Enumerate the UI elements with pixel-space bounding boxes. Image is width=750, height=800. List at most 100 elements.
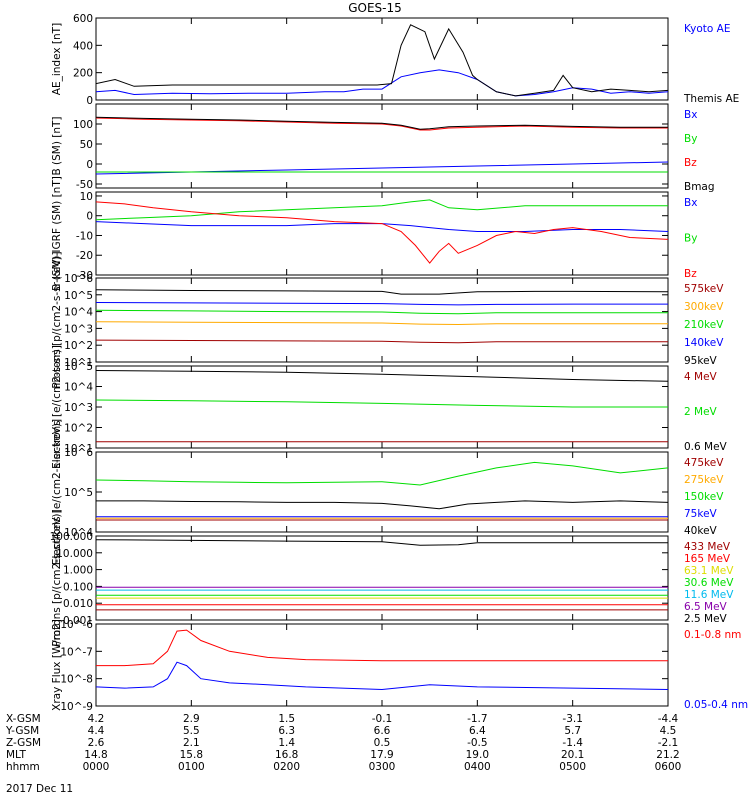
ephemeris-value: 15.8 — [180, 749, 203, 761]
ephemeris-value: -1.4 — [562, 737, 583, 749]
y-tick-label: 10 — [80, 191, 93, 203]
y-tick-label: 10^5 — [64, 361, 93, 373]
ephemeris-row-label: Z-GSM — [6, 737, 41, 749]
legend-entry: Bx — [684, 197, 697, 209]
y-tick-label: 100 — [73, 119, 93, 131]
series-line-40kev — [96, 500, 668, 510]
legend-entry: Bz — [684, 157, 697, 169]
series-line-bz — [96, 201, 668, 264]
y-tick-label: -20 — [76, 250, 93, 262]
ephemeris-row-label: Y-GSM — [5, 725, 39, 737]
panel-3: -30 -20 -10 0 10 B (SM)-IGRF (SM) [nT] Bx By Bz — [51, 176, 697, 291]
legend-entry: 30.6 MeV — [684, 577, 734, 589]
legend-entry: Kyoto AE — [684, 23, 730, 35]
y-tick-label: 0.010 — [63, 598, 93, 610]
legend-entry: 2.5 MeV — [684, 613, 728, 625]
ephemeris-value: 1.4 — [278, 737, 295, 749]
legend-entry: 95keV — [684, 355, 718, 367]
y-tick-label: 10^4 — [64, 382, 93, 394]
y-tick-label: 10^2 — [64, 340, 93, 352]
y-axis-label: Xray Flux [W/m2] — [51, 619, 63, 711]
y-tick-label: 10^6 — [64, 447, 93, 459]
legend-entry: 140keV — [684, 337, 724, 349]
legend-entry: 575keV — [684, 283, 724, 295]
ephemeris-value: 4.2 — [88, 713, 105, 725]
ephemeris-row-label: X-GSM — [6, 713, 41, 725]
series-line-kyoto-ae — [96, 69, 668, 97]
panel-7: 0.001 0.010 0.100 1.000 10.000 100.000Protons… — [50, 509, 735, 646]
legend-entry: 165 MeV — [684, 553, 731, 565]
series-line-bmag — [96, 116, 668, 130]
ephemeris-value: 0000 — [83, 761, 110, 773]
ephemeris-value: 1.5 — [278, 713, 295, 725]
ephemeris-value: -0.1 — [372, 713, 393, 725]
ephemeris-value: 0300 — [369, 761, 396, 773]
y-tick-label: 1.000 — [63, 565, 93, 577]
legend-entry: 0.6 MeV — [684, 441, 728, 453]
y-tick-label: 10^4 — [64, 307, 93, 319]
legend-entry: 75keV — [684, 508, 718, 520]
y-tick-label: 10^-6 — [60, 619, 93, 631]
page-title: GOES-15 — [348, 1, 402, 15]
y-axis-label: Electrons [e/(cm2-s-sr-keV)] — [51, 419, 63, 565]
ephemeris-value: -0.5 — [467, 737, 488, 749]
ephemeris-value: -3.1 — [562, 713, 583, 725]
legend-entry: 0.1-0.8 nm — [684, 629, 741, 641]
series-line-2-mev — [96, 399, 668, 408]
legend-entry: Bz — [684, 268, 697, 280]
ephemeris-value: 0200 — [273, 761, 300, 773]
panel-1: 0 200 400 600 AE_index [nT] Kyoto AE Themis AE — [51, 13, 739, 107]
y-tick-label: 10^3 — [64, 323, 93, 335]
series-line-150kev — [96, 461, 668, 486]
legend-entry: By — [684, 233, 697, 245]
series-line-bx — [96, 221, 668, 232]
y-tick-label: 50 — [80, 139, 93, 151]
y-tick-label: 10^2 — [64, 423, 93, 435]
ephemeris-row-label: MLT — [6, 749, 26, 761]
y-tick-label: -50 — [76, 179, 93, 191]
y-axis-label: B (SM)-IGRF (SM) [nT] — [51, 176, 63, 291]
y-tick-label: 0 — [86, 95, 93, 107]
ephemeris-value: -2.1 — [658, 737, 679, 749]
y-tick-label: 0.001 — [63, 615, 93, 627]
series-line-0-1-0-8-nm — [96, 629, 668, 667]
ephemeris-value: 2.6 — [88, 737, 105, 749]
legend-entry: 11.6 MeV — [684, 589, 734, 601]
legend-entry: 40keV — [684, 525, 718, 537]
legend-entry: 475keV — [684, 457, 724, 469]
ephemeris-row-label: hhmm — [6, 761, 40, 773]
legend-entry: 150keV — [684, 491, 724, 503]
ephemeris-value: 17.9 — [370, 749, 393, 761]
series-line-themis-ae — [96, 24, 668, 97]
y-tick-label: 10^1 — [64, 443, 93, 455]
ephemeris-value: 5.5 — [183, 725, 200, 737]
y-tick-label: -10 — [76, 230, 93, 242]
ephemeris-value: 5.7 — [564, 725, 581, 737]
ephemeris-value: 0600 — [655, 761, 682, 773]
y-tick-label: 10^5 — [64, 290, 93, 302]
series-line-0-05-0-4-nm — [96, 661, 668, 691]
ephemeris-value: 4.4 — [88, 725, 105, 737]
panel-frame — [95, 535, 669, 621]
y-tick-label: 10^5 — [64, 487, 93, 499]
ephemeris-value: 19.0 — [466, 749, 489, 761]
ephemeris-value: 2.9 — [183, 713, 200, 725]
series-line-575kev — [96, 289, 668, 295]
y-tick-label: -30 — [76, 270, 93, 282]
ephemeris-value: 0500 — [559, 761, 586, 773]
y-tick-label: 10^-9 — [60, 701, 93, 713]
y-tick-label: 200 — [73, 68, 93, 80]
panel-frame — [95, 103, 669, 189]
y-tick-label: 600 — [73, 13, 93, 25]
ephemeris-value: 2.1 — [183, 737, 200, 749]
y-axis-label: AE_index [nT] — [51, 23, 63, 95]
series-line-0-6-mev — [96, 370, 668, 382]
legend-entry: Themis AE — [683, 93, 739, 105]
y-tick-label: 10.000 — [56, 548, 93, 560]
panel-2: -50 0 50 100 B (SM) [nT] Bx By Bz Bmag — [51, 103, 715, 193]
ephemeris-value: -1.7 — [467, 713, 488, 725]
